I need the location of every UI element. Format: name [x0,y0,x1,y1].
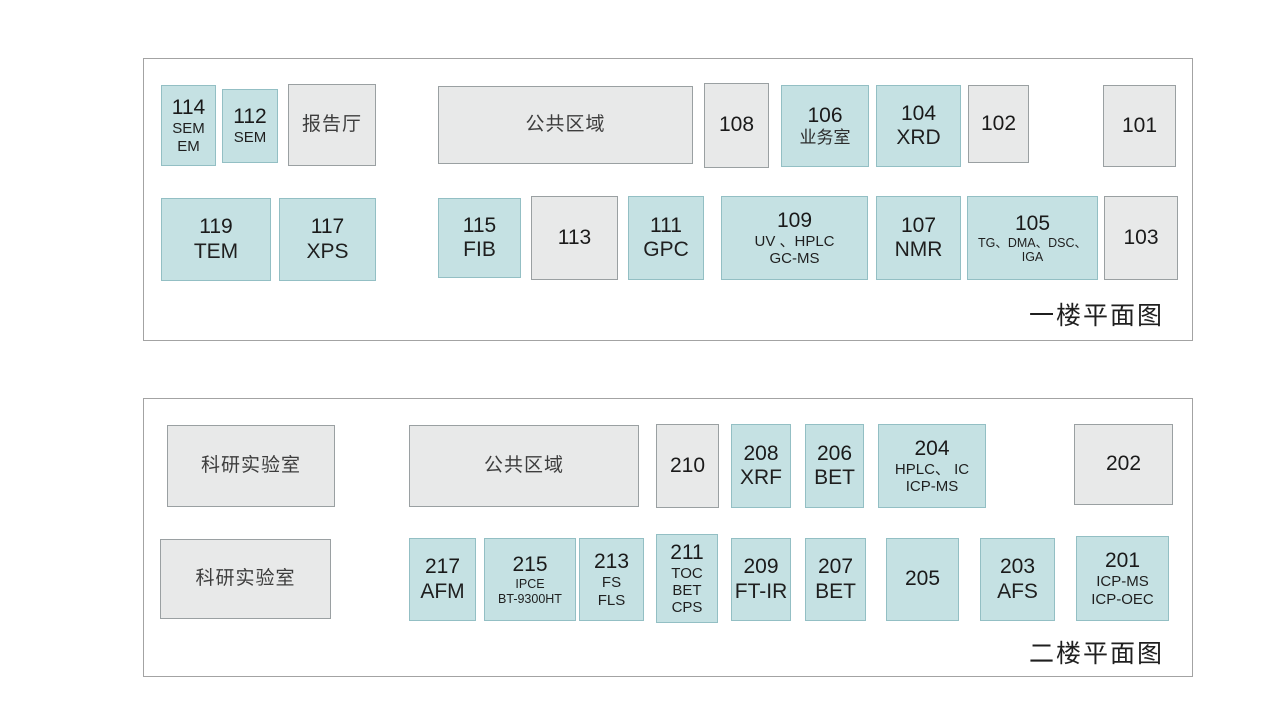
floor1-public-area: 公共区域 [438,86,693,164]
room-115: 115 FIB [438,198,521,278]
room-number: 205 [904,567,941,591]
room-research-lab-1: 科研实验室 [167,425,335,507]
room-number: 203 [999,555,1036,579]
floor2-title: 二楼平面图 [1028,641,1164,668]
room-209: 209 FT-IR [731,538,791,621]
room-104: 104 XRD [876,85,961,167]
room-205: 205 [886,538,959,621]
room-106: 106 业务室 [781,85,869,167]
room-number: 215 [512,553,548,577]
room-number: 207 [817,555,854,579]
room-number: 103 [1123,225,1159,249]
room-number: 201 [1104,549,1141,573]
room-number: 106 [807,104,843,128]
room-sublabel: AFS [997,579,1038,603]
room-number: 206 [816,441,853,465]
room-sublabel: HPLC、 IC ICP-MS [894,460,970,496]
room-lecture-hall: 报告厅 [288,84,376,166]
room-sublabel: AFM [420,579,465,603]
room-sublabel: TOC BET CPS [671,564,703,617]
room-sublabel: ICP-MS ICP-OEC [1091,573,1154,608]
room-109: 109 UV 、HPLC GC-MS [721,196,868,280]
room-sublabel: NMR [894,238,943,261]
room-111: 111 GPC [628,196,704,280]
room-101: 101 [1103,85,1176,167]
room-119: 119 TEM [161,198,271,281]
floor1-title: 一楼平面图 [1028,303,1164,330]
room-sublabel: FS FLS [597,574,626,609]
room-number: 101 [1121,113,1158,137]
room-108: 108 [704,83,769,168]
room-sublabel: BET [815,579,856,603]
room-number: 217 [424,555,461,579]
room-sublabel: SEM [233,129,267,147]
room-sublabel: TEM [193,239,239,263]
room-number: 102 [980,111,1017,135]
room-number: 111 [650,213,682,237]
room-number: 114 [171,96,206,120]
room-102: 102 [968,85,1029,163]
room-sublabel: GPC [643,238,689,261]
room-name: 公共区域 [483,455,564,477]
room-research-lab-2: 科研实验室 [160,539,331,619]
room-name: 公共区域 [525,114,606,136]
room-number: 208 [743,441,779,465]
floor1-panel: 114 SEM EM 112 SEM 报告厅 公共区域 108 106 业务室 … [143,58,1193,341]
room-sublabel: XRD [896,126,941,149]
room-number: 210 [669,453,706,477]
room-sublabel: XPS [306,239,349,263]
room-217: 217 AFM [409,538,476,621]
room-number: 107 [900,213,937,237]
room-name: 报告厅 [301,114,362,136]
room-number: 112 [233,105,267,129]
room-number: 202 [1105,452,1142,476]
room-sublabel: UV 、HPLC GC-MS [754,232,835,268]
room-sublabel: TG、DMA、DSC、 IGA [977,235,1088,265]
room-113: 113 [531,196,618,280]
room-number: 109 [776,208,813,232]
room-name: 科研实验室 [200,455,301,477]
room-number: 213 [593,550,630,574]
room-number: 204 [914,436,950,460]
room-number: 115 [462,213,497,237]
room-sublabel: BET [814,466,855,489]
room-number: 119 [199,215,233,239]
room-208: 208 XRF [731,424,791,508]
room-number: 117 [310,215,345,239]
room-211: 211 TOC BET CPS [656,534,718,623]
room-213: 213 FS FLS [579,538,644,621]
room-210: 210 [656,424,719,508]
room-sublabel: SEM EM [172,120,205,155]
room-201: 201 ICP-MS ICP-OEC [1076,536,1169,621]
floor2-public-area: 公共区域 [409,425,639,507]
room-202: 202 [1074,424,1173,505]
floor2-panel: 科研实验室 公共区域 210 208 XRF 206 BET 204 HPLC、… [143,398,1193,677]
room-114: 114 SEM EM [161,85,216,166]
room-number: 104 [900,101,937,125]
room-sublabel: IPCE BT-9300HT [498,577,562,606]
room-107: 107 NMR [876,196,961,280]
room-sublabel: FT-IR [734,579,788,603]
room-105: 105 TG、DMA、DSC、 IGA [967,196,1098,280]
room-number: 209 [743,555,779,579]
room-name: 科研实验室 [195,568,296,590]
room-203: 203 AFS [980,538,1055,621]
room-112: 112 SEM [222,89,278,163]
room-204: 204 HPLC、 IC ICP-MS [878,424,986,508]
room-sublabel: 业务室 [799,128,851,148]
room-103: 103 [1104,196,1178,280]
room-number: 211 [670,540,704,564]
room-206: 206 BET [805,424,864,508]
room-number: 108 [718,113,755,137]
room-sublabel: XRF [740,466,782,489]
room-207: 207 BET [805,538,866,621]
room-117: 117 XPS [279,198,376,281]
room-number: 113 [557,225,592,249]
room-number: 105 [1014,211,1051,235]
room-sublabel: FIB [463,238,496,261]
room-215: 215 IPCE BT-9300HT [484,538,576,621]
